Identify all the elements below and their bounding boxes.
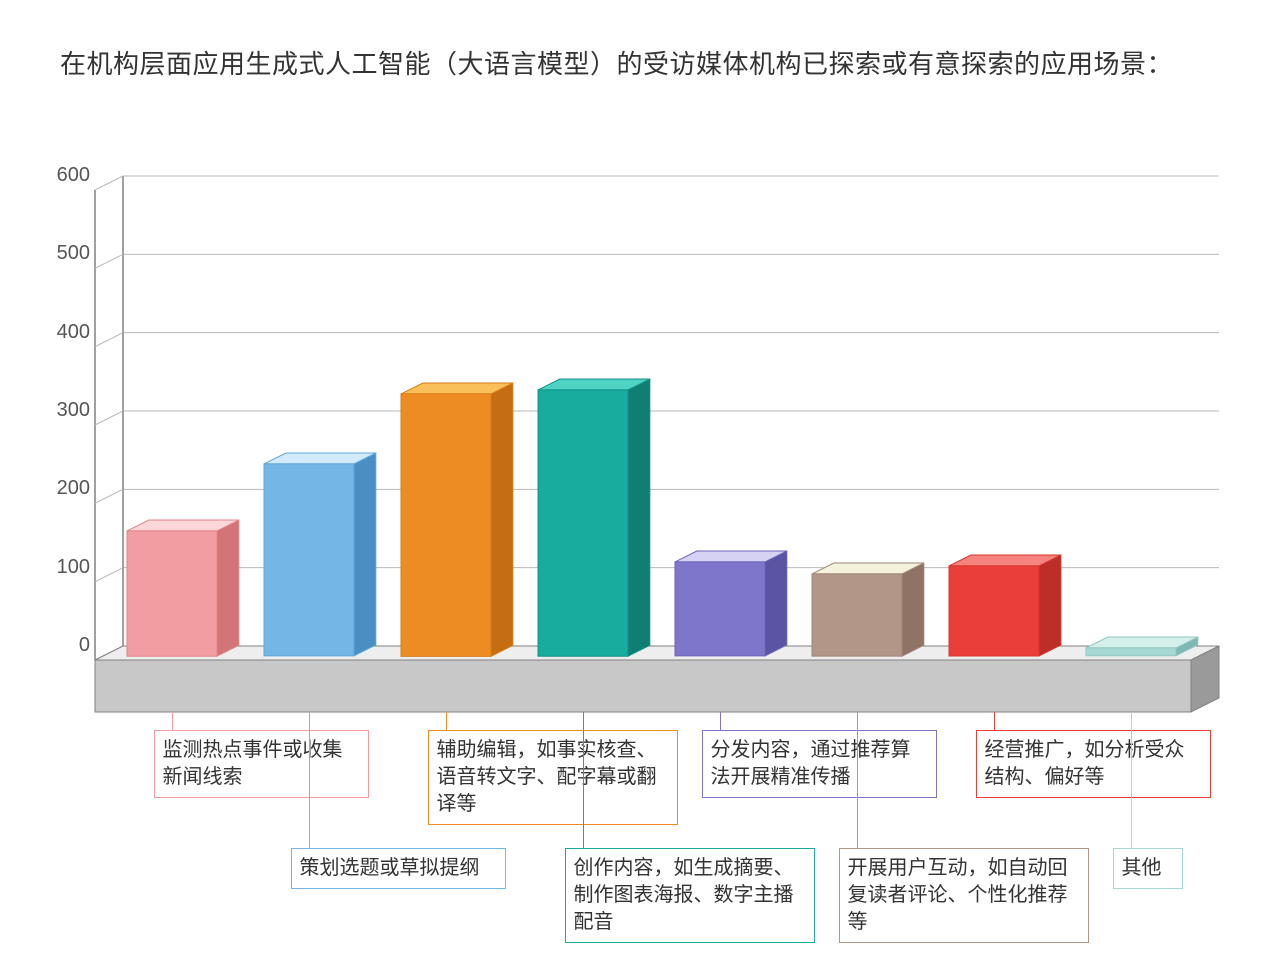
y-tick-label: 400 xyxy=(30,321,90,344)
label-connector xyxy=(857,712,859,848)
chart-title: 在机构层面应用生成式人工智能（大语言模型）的受访媒体机构已探索或有意探索的应用场… xyxy=(60,44,1210,84)
y-tick-label: 0 xyxy=(30,634,90,657)
category-label: 策划选题或草拟提纲 xyxy=(291,848,506,889)
category-label: 创作内容，如生成摘要、制作图表海报、数字主播配音 xyxy=(565,848,815,943)
label-connector xyxy=(720,712,722,730)
bar-chart-3d: 0100200300400500600 xyxy=(40,190,1220,750)
category-label: 经营推广，如分析受众结构、偏好等 xyxy=(976,730,1211,798)
y-tick-label: 200 xyxy=(30,477,90,500)
category-label: 开展用户互动，如自动回复读者评论、个性化推荐等 xyxy=(839,848,1089,943)
category-label: 监测热点事件或收集新闻线索 xyxy=(154,730,369,798)
label-connector xyxy=(172,712,174,730)
y-tick-label: 600 xyxy=(30,164,90,187)
y-tick-label: 300 xyxy=(30,399,90,422)
label-connector xyxy=(446,712,448,730)
category-label: 分发内容，通过推荐算法开展精准传播 xyxy=(702,730,937,798)
label-connector xyxy=(1131,712,1133,848)
y-tick-label: 500 xyxy=(30,242,90,265)
category-label: 辅助编辑，如事实核查、语音转文字、配字幕或翻译等 xyxy=(428,730,678,825)
y-tick-label: 100 xyxy=(30,556,90,579)
label-connector xyxy=(309,712,311,848)
category-label: 其他 xyxy=(1113,848,1183,889)
label-connector xyxy=(994,712,996,730)
label-connector xyxy=(583,712,585,848)
